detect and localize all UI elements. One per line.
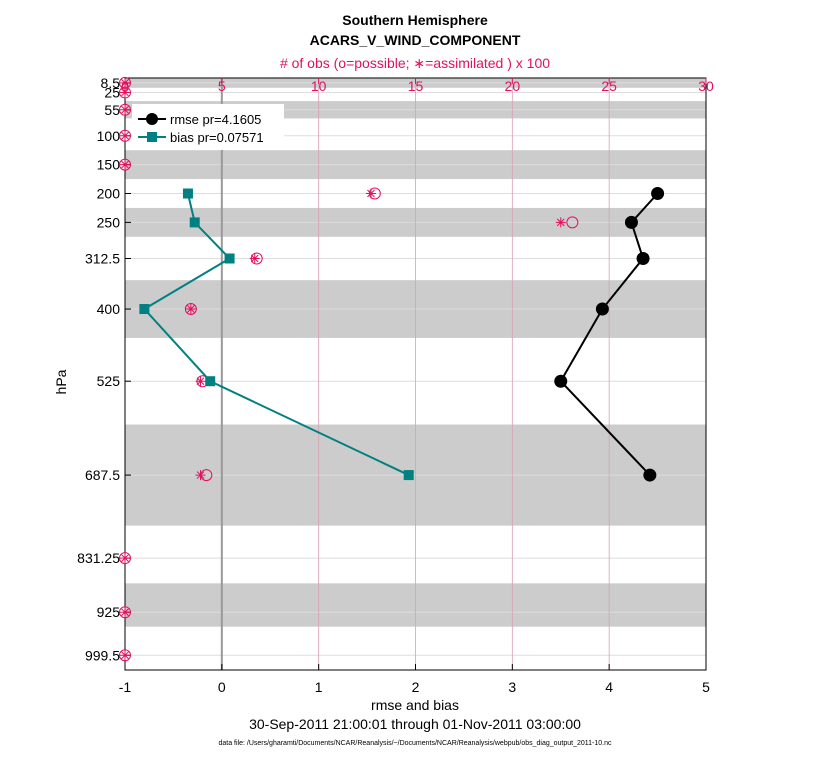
x-axis-label: rmse and bias <box>371 697 459 713</box>
obs-possible-marker <box>184 303 197 316</box>
chart-subtitle: ACARS_V_WIND_COMPONENT <box>310 32 521 48</box>
top-x-tick-label: 30 <box>698 78 714 94</box>
obs-count-markers <box>119 76 579 662</box>
chart-title: Southern Hemisphere <box>342 12 488 28</box>
top-x-tick-label: 15 <box>408 78 424 94</box>
obs-assimilated-marker <box>365 188 376 199</box>
y-tick-label: 55 <box>104 102 120 118</box>
rmse-point <box>595 302 609 316</box>
legend: rmse pr=4.1605 bias pr=0.07571 <box>132 104 284 150</box>
data-series <box>139 187 665 482</box>
obs-assimilated-marker <box>555 217 566 228</box>
x-tick-label: 0 <box>218 679 226 695</box>
rmse-point <box>651 187 665 201</box>
obs-assimilated-marker <box>120 650 130 661</box>
y-tick-label: 8.5 <box>101 75 121 91</box>
x-tick-label: 2 <box>412 679 420 695</box>
top-axis-label: # of obs (o=possible; ∗=assimilated ) x … <box>280 55 550 71</box>
obs-possible-marker <box>119 158 131 171</box>
y-axis-label: hPa <box>53 369 69 394</box>
x-tick-label: 5 <box>702 679 710 695</box>
y-tick-label: 150 <box>97 157 121 173</box>
x-tick-label: -1 <box>119 679 132 695</box>
rmse-point <box>554 374 568 388</box>
y-tick-label: 200 <box>97 186 121 202</box>
obs-possible-marker <box>119 649 131 662</box>
obs-assimilated-marker <box>120 607 130 618</box>
rmse-point <box>636 251 650 265</box>
obs-assimilated-marker <box>120 159 130 170</box>
obs-possible-marker <box>119 103 131 116</box>
y-tick-label: 687.5 <box>85 467 120 483</box>
obs-assimilated-marker <box>195 470 206 481</box>
bias-point <box>205 376 216 387</box>
rmse-point <box>624 215 638 229</box>
obs-possible-marker <box>119 552 131 565</box>
x-tick-label: 4 <box>605 679 613 695</box>
obs-assimilated-marker <box>195 376 206 387</box>
obs-assimilated-marker <box>120 130 130 141</box>
bias-point <box>189 217 200 228</box>
legend-box <box>132 104 284 150</box>
top-x-tick-label: 5 <box>218 78 226 94</box>
y-tick-label: 999.5 <box>85 647 120 663</box>
obs-possible-marker <box>119 606 131 619</box>
legend-bias-marker <box>147 132 157 142</box>
axes: -1 0 1 2 3 4 50 5 10 15 20 25 308.525551001502002503… <box>77 75 714 695</box>
obs-assimilated-marker <box>249 253 260 264</box>
y-tick-label: 831.25 <box>77 550 120 566</box>
x-tick-label: 3 <box>508 679 516 695</box>
bias-point <box>403 470 414 481</box>
obs-assimilated-marker <box>120 553 130 564</box>
obs-possible-marker <box>119 129 131 142</box>
obs-assimilated-marker <box>120 104 130 115</box>
x-tick-label: 1 <box>315 679 323 695</box>
obs-assimilated-marker <box>185 304 196 315</box>
top-x-tick-label: 10 <box>311 78 327 94</box>
legend-rmse-label: rmse pr=4.1605 <box>170 112 261 127</box>
y-tick-label: 312.5 <box>85 250 120 266</box>
obs-assimilated-marker <box>120 77 130 88</box>
y-tick-label: 525 <box>97 373 121 389</box>
date-range: 30-Sep-2011 21:00:01 through 01-Nov-2011… <box>249 716 581 732</box>
obs-assimilated-marker <box>120 87 130 98</box>
obs-possible-marker <box>566 216 579 229</box>
bias-point <box>182 188 193 199</box>
top-x-tick-label: 20 <box>505 78 521 94</box>
bias-point <box>224 253 235 264</box>
y-tick-label: 925 <box>97 604 121 620</box>
y-tick-label: 250 <box>97 214 121 230</box>
legend-rmse-marker <box>146 113 158 125</box>
y-tick-label: 400 <box>97 301 121 317</box>
bias-point <box>139 304 150 315</box>
legend-bias-label: bias pr=0.07571 <box>170 130 264 145</box>
top-x-tick-label: 25 <box>601 78 617 94</box>
y-tick-label: 100 <box>97 128 121 144</box>
data-file-footnote: data file: /Users/gharamti/Documents/NCA… <box>218 740 612 747</box>
y-tick-label: 25 <box>104 84 120 100</box>
rmse-point <box>643 468 657 482</box>
